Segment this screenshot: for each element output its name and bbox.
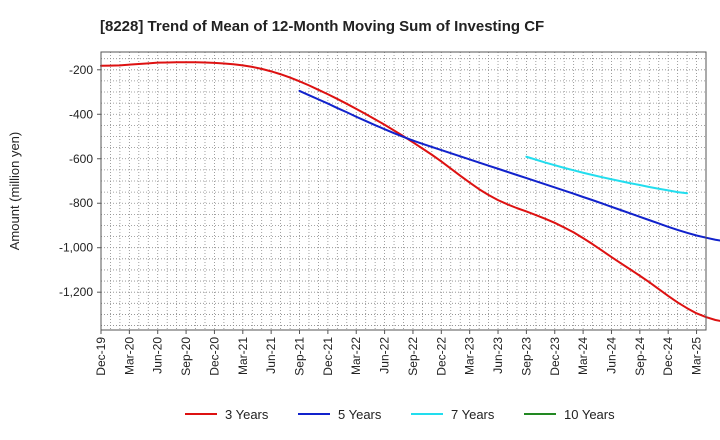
plot-border — [100, 51, 707, 331]
y-tick-label: -800 — [69, 196, 93, 210]
series-line-5-years — [298, 89, 720, 242]
x-tick-label: Sep-22 — [406, 337, 420, 376]
legend-label: 5 Years — [338, 407, 382, 422]
x-tick-label: Mar-20 — [122, 337, 136, 375]
chart-title: [8228] Trend of Mean of 12-Month Moving … — [100, 18, 544, 35]
y-tick-label: -1,000 — [59, 241, 93, 255]
x-tick-label: Sep-21 — [293, 337, 307, 376]
legend-item-7-years[interactable]: 7 Years — [411, 407, 495, 422]
x-tick-label: Mar-21 — [236, 337, 250, 375]
legend-item-10-years[interactable]: 10 Years — [524, 407, 615, 422]
y-tick-label: -1,200 — [59, 285, 93, 299]
x-axis-ticks: Dec-19 Mar-20 Jun-20 Sep-20 Dec-20 Mar-21 Jun-… — [94, 330, 704, 376]
x-tick-label: Mar-23 — [463, 337, 477, 375]
x-tick-label: Jun-20 — [151, 337, 165, 374]
legend[interactable]: 3 Years 5 Years 7 Years 10 Years — [185, 407, 615, 422]
y-axis-label: Amount (million yen) — [7, 132, 22, 251]
x-tick-label: Sep-20 — [179, 337, 193, 376]
x-tick-label: Dec-21 — [321, 337, 335, 376]
y-tick-label: -400 — [69, 107, 93, 121]
x-tick-label: Dec-22 — [434, 337, 448, 376]
x-tick-label: Dec-24 — [661, 337, 675, 376]
legend-item-5-years[interactable]: 5 Years — [298, 407, 382, 422]
x-tick-label: Mar-25 — [690, 337, 704, 375]
legend-label: 3 Years — [225, 407, 269, 422]
y-tick-label: -600 — [69, 152, 93, 166]
x-tick-label: Dec-23 — [548, 337, 562, 376]
series-line-7-years — [525, 155, 689, 195]
series-lines — [100, 61, 720, 322]
x-tick-label: Jun-22 — [378, 337, 392, 374]
plot-area — [100, 51, 720, 331]
y-axis-ticks: -200 -400 -600 -800 -1,000 -1,200 — [59, 63, 101, 299]
gridlines — [101, 52, 706, 330]
legend-label: 10 Years — [564, 407, 615, 422]
legend-item-3-years[interactable]: 3 Years — [185, 407, 269, 422]
x-tick-label: Dec-20 — [207, 337, 221, 376]
x-tick-label: Mar-24 — [576, 337, 590, 375]
x-tick-label: Mar-22 — [349, 337, 363, 375]
x-tick-label: Dec-19 — [94, 337, 108, 376]
x-tick-label: Sep-24 — [633, 337, 647, 376]
x-tick-label: Jun-21 — [264, 337, 278, 374]
x-tick-label: Jun-23 — [491, 337, 505, 374]
legend-label: 7 Years — [451, 407, 495, 422]
y-tick-label: -200 — [69, 63, 93, 77]
x-tick-label: Sep-23 — [519, 337, 533, 376]
x-tick-label: Jun-24 — [604, 337, 618, 374]
series-line-3-years — [100, 61, 720, 322]
